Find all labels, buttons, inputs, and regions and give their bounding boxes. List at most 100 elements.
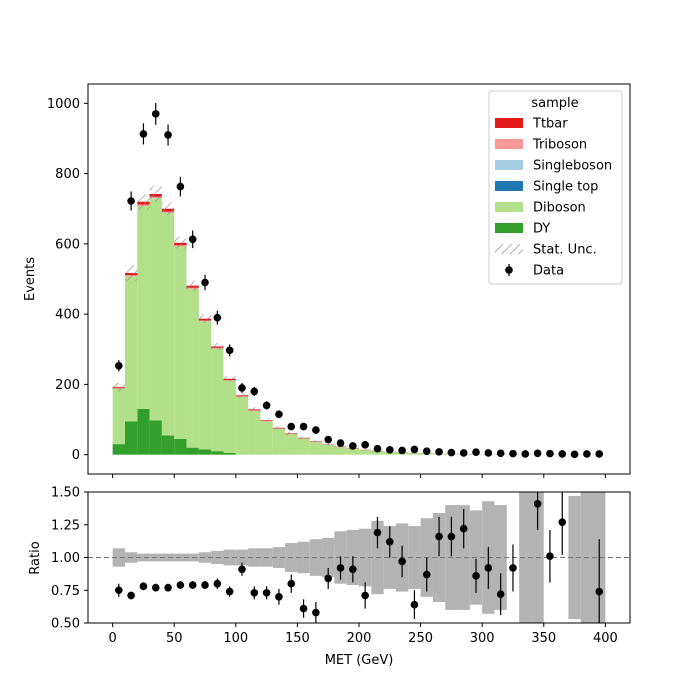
ratio-y-tick-label: 1.50 xyxy=(51,486,80,501)
data-point xyxy=(373,444,382,453)
bar-diboson xyxy=(272,428,286,455)
ratio-point xyxy=(275,593,283,601)
legend-swatch-dy xyxy=(495,223,523,233)
bar-diboson xyxy=(346,448,359,455)
ratio-unc-band xyxy=(568,495,581,620)
bar-diboson xyxy=(211,348,224,452)
x-tick-label: 250 xyxy=(408,631,433,646)
bar-dy xyxy=(149,420,162,455)
legend-swatch-stat-unc xyxy=(495,244,523,254)
bar-diboson xyxy=(149,198,162,421)
bar-diboson xyxy=(297,438,310,455)
legend-swatch-singleboson xyxy=(495,160,523,170)
ratio-unc-band xyxy=(297,541,310,574)
data-point xyxy=(151,110,160,118)
ratio-point xyxy=(324,574,333,583)
ratio-point xyxy=(114,586,123,595)
ratio-point xyxy=(201,581,209,589)
ratio-point xyxy=(472,572,480,580)
data-point xyxy=(262,401,271,410)
ratio-point xyxy=(299,604,308,613)
ratio-point xyxy=(546,552,554,560)
ratio-y-tick-label: 1.25 xyxy=(51,518,80,533)
data-point xyxy=(139,130,148,138)
x-axis-label: MET (GeV) xyxy=(325,653,394,668)
bar-diboson xyxy=(309,442,323,455)
ratio-point xyxy=(484,564,493,572)
ratio-point xyxy=(533,499,542,508)
data-point xyxy=(410,445,419,454)
main-panel: 0 200 400 600 800 1000 Events xyxy=(23,83,631,478)
bar-dy xyxy=(174,438,187,455)
ratio-point xyxy=(398,557,406,566)
ratio-unc-band xyxy=(359,528,372,587)
legend-label-diboson: Diboson xyxy=(533,201,586,216)
y-tick-label: 200 xyxy=(55,378,80,393)
legend-swatch-ttbar xyxy=(495,118,523,128)
data-point xyxy=(361,441,369,449)
stat-unc-hatch xyxy=(260,418,273,422)
data-point xyxy=(114,361,123,370)
ratio-point xyxy=(176,581,185,589)
ratio-point xyxy=(225,587,234,596)
legend-swatch-diboson xyxy=(495,202,523,212)
stat-unc-hatch xyxy=(359,449,372,451)
stat-unc-hatch xyxy=(137,193,150,210)
data-point xyxy=(595,450,604,458)
ratio-unc-band xyxy=(223,549,236,566)
bar-diboson xyxy=(285,434,298,455)
x-tick-label: 300 xyxy=(470,631,495,646)
ratio-point xyxy=(139,582,148,591)
ratio-y-axis-label: Ratio xyxy=(28,541,43,574)
legend-label-stat-unc: Stat. Unc. xyxy=(533,243,597,258)
bar-diboson xyxy=(371,451,384,455)
data-point xyxy=(225,346,234,355)
data-point xyxy=(459,449,468,457)
ratio-point xyxy=(385,537,394,546)
ratio-point xyxy=(558,518,567,526)
stat-unc-hatch xyxy=(186,280,199,291)
ratio-unc-band xyxy=(112,548,125,567)
legend-label-singleboson: Singleboson xyxy=(533,159,612,174)
data-point xyxy=(324,435,333,444)
stat-unc-hatch xyxy=(112,383,125,392)
data-point xyxy=(447,448,456,457)
data-point xyxy=(250,387,259,396)
bar-dy xyxy=(112,444,125,455)
data-point xyxy=(521,450,530,458)
ratio-unc-band xyxy=(408,526,421,589)
stat-unc-hatch xyxy=(223,375,236,382)
legend-swatch-single-top xyxy=(495,181,523,191)
stat-unc-hatch xyxy=(272,426,286,430)
ratio-unc-band xyxy=(137,553,150,562)
ratio-point xyxy=(188,581,197,589)
bar-diboson xyxy=(161,212,175,436)
ratio-point xyxy=(410,600,419,609)
y-tick-label: 400 xyxy=(55,308,80,323)
ratio-point xyxy=(151,583,160,592)
ratio-point xyxy=(312,608,320,617)
bar-diboson xyxy=(112,388,125,445)
data-point xyxy=(176,182,185,191)
stat-unc-hatch xyxy=(285,432,298,435)
bar-diboson xyxy=(408,452,421,455)
x-tick-label: 350 xyxy=(531,631,556,646)
ratio-point xyxy=(349,565,357,574)
bar-dy xyxy=(198,449,212,455)
stat-unc-hatch xyxy=(322,443,335,446)
data-point xyxy=(336,439,345,447)
data-point xyxy=(422,447,431,455)
ratio-point xyxy=(250,589,259,597)
ratio-y-tick-label: 0.50 xyxy=(51,617,80,632)
legend-title: sample xyxy=(531,96,578,111)
data-point xyxy=(385,445,394,454)
main-y-axis-label: Events xyxy=(23,257,38,301)
bar-diboson xyxy=(359,450,372,455)
data-point xyxy=(201,278,209,287)
stat-unc-hatch xyxy=(248,407,261,412)
data-point xyxy=(435,448,443,456)
ratio-y-tick-label: 1.00 xyxy=(51,551,80,566)
x-tick-label: 400 xyxy=(593,631,618,646)
legend-label-triboson: Triboson xyxy=(532,138,587,153)
data-point xyxy=(472,448,480,457)
